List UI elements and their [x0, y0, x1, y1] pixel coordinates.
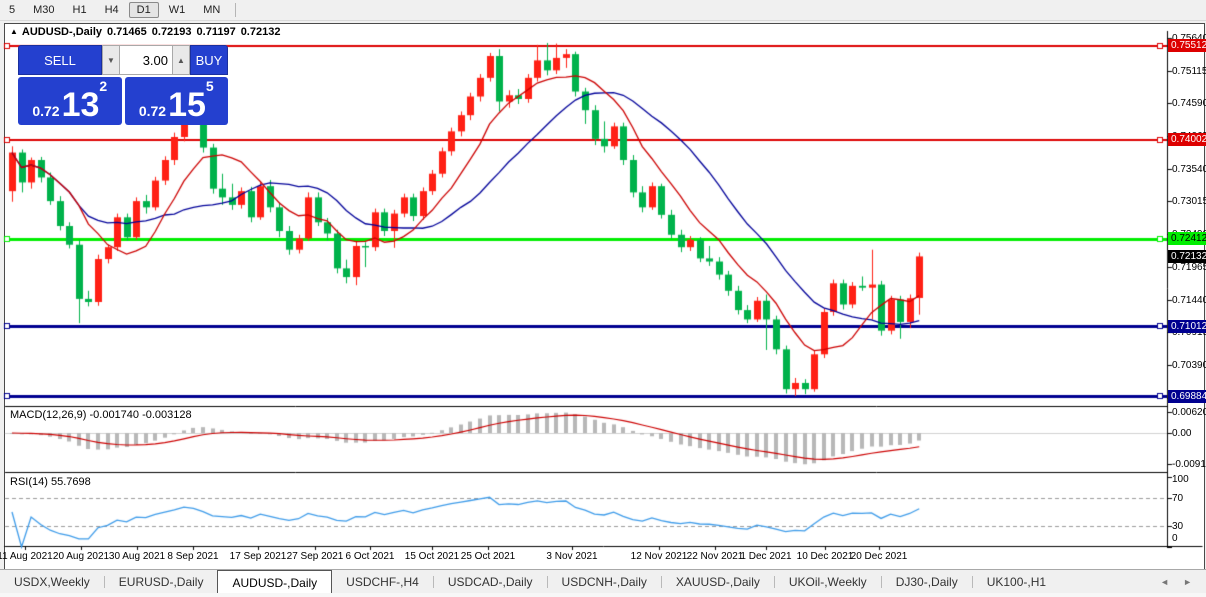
price-tick-label: 0.74590 — [1172, 98, 1206, 110]
ohlc-low: 0.71197 — [196, 26, 236, 38]
tab-audusd-daily[interactable]: AUDUSD-,Daily — [217, 570, 333, 594]
price-tick-label: 0.71965 — [1172, 261, 1206, 273]
buy-button[interactable]: BUY — [190, 45, 228, 75]
price-tick-label: 0.70390 — [1172, 359, 1206, 371]
tab-separator — [660, 576, 662, 588]
symbol-label: AUDUSD-,Daily — [21, 26, 102, 38]
buy-price-point: 5 — [205, 78, 214, 94]
date-tick-label: 10 Dec 2021 — [796, 551, 854, 562]
ohlc-high: 0.72193 — [151, 26, 192, 38]
collapse-icon[interactable]: ▲ — [10, 27, 18, 36]
rsi-label: RSI(14) 55.7698 — [10, 476, 91, 488]
price-tick-label: 0.70915 — [1172, 327, 1206, 339]
tab-scroll-arrows: ◄ ► — [1160, 570, 1206, 594]
tab-usdcad-daily[interactable]: USDCAD-,Daily — [447, 575, 533, 589]
date-tick-label: 20 Aug 2021 — [52, 551, 110, 562]
price-tick-label: 0.73540 — [1172, 163, 1206, 175]
tab-xauusd-daily[interactable]: XAUUSD-,Daily — [675, 575, 760, 589]
tab-eurusd-daily[interactable]: EURUSD-,Daily — [118, 575, 204, 589]
ohlc-close: 0.72132 — [240, 26, 281, 38]
chart-title: ▲ AUDUSD-,Daily 0.71465 0.72193 0.71197 0.721… — [10, 26, 280, 38]
rsi-axis-label: 100 — [1172, 474, 1189, 485]
date-tick-label: 17 Sep 2021 — [229, 551, 287, 562]
ohlc-open: 0.71465 — [107, 26, 147, 38]
sell-button[interactable]: SELL — [18, 45, 102, 75]
buy-price-prefix: 0.72 — [138, 103, 167, 119]
tab-uk100-h1[interactable]: UK100-,H1 — [986, 575, 1047, 589]
price-tick-label: 0.73015 — [1172, 196, 1206, 208]
macd-values: -0.001740 -0.003128 — [89, 409, 192, 421]
tab-separator — [546, 576, 548, 588]
date-tick-label: 20 Dec 2021 — [850, 551, 908, 562]
macd-axis-label: 0.00 — [1172, 428, 1192, 439]
date-tick-label: 12 Nov 2021 — [630, 551, 688, 562]
tab-separator — [773, 576, 775, 588]
tab-separator — [103, 576, 105, 588]
tab-usdchf-h4[interactable]: USDCHF-,H4 — [346, 575, 419, 589]
date-tick-label: 6 Oct 2021 — [345, 551, 395, 562]
buy-price-pips: 15 — [168, 86, 206, 124]
tab-scroll-right-icon[interactable]: ► — [1183, 577, 1192, 587]
tab-dj30-daily[interactable]: DJ30-,Daily — [895, 575, 958, 589]
tab-separator — [971, 576, 973, 588]
macd-label: MACD(12,26,9) -0.001740 -0.003128 — [10, 409, 192, 421]
buy-quote[interactable]: 0.72 15 5 — [124, 77, 228, 125]
sell-price-pips: 13 — [61, 86, 100, 124]
volume-increase-button[interactable]: ▲ — [172, 45, 190, 75]
date-tick-label: 11 Aug 2021 — [0, 551, 53, 562]
date-tick-label: 22 Nov 2021 — [686, 551, 744, 562]
price-badge-0.69884: 0.69884 — [1168, 389, 1206, 403]
price-badge-0.75512: 0.75512 — [1168, 39, 1206, 53]
tab-separator — [432, 576, 434, 588]
price-tick-label: 0.75115 — [1172, 65, 1206, 77]
macd-axis-label: -0.009197 — [1172, 459, 1206, 471]
price-badge-0.72132: 0.72132 — [1168, 249, 1206, 263]
rsi-axis-label: 0 — [1172, 533, 1178, 544]
status-strip — [0, 593, 1206, 597]
date-tick-label: 27 Sep 2021 — [286, 551, 344, 562]
date-tick-label: 15 Oct 2021 — [404, 551, 460, 562]
volume-input[interactable] — [120, 45, 172, 75]
price-tick-label: 0.75640 — [1172, 33, 1206, 44]
price-tick-label: 0.71440 — [1172, 294, 1206, 306]
rsi-axis-label: 70 — [1172, 493, 1184, 504]
sell-price-prefix: 0.72 — [32, 103, 60, 119]
price-badge-0.71012: 0.71012 — [1168, 319, 1206, 333]
volume-decrease-button[interactable]: ▼ — [102, 45, 120, 75]
tab-separator — [880, 576, 882, 588]
price-badge-0.74002: 0.74002 — [1168, 133, 1206, 147]
tab-usdx-weekly[interactable]: USDX,Weekly — [14, 575, 90, 589]
price-badge-0.72412: 0.72412 — [1168, 232, 1206, 246]
tab-scroll-left-icon[interactable]: ◄ — [1160, 577, 1170, 587]
symbol-tab-bar: USDX,Weekly EURUSD-,Daily AUDUSD-,Daily USD… — [0, 569, 1206, 594]
tab-usdcnh-daily[interactable]: USDCNH-,Daily — [561, 575, 647, 589]
date-tick-label: 1 Dec 2021 — [740, 551, 792, 562]
rsi-axis-label: 30 — [1172, 521, 1184, 532]
macd-axis-label: 0.006201 — [1172, 407, 1206, 419]
date-tick-label: 8 Sep 2021 — [167, 551, 219, 562]
date-tick-label: 3 Nov 2021 — [546, 551, 598, 562]
date-tick-label: 30 Aug 2021 — [108, 551, 166, 562]
date-tick-label: 25 Oct 2021 — [460, 551, 516, 562]
tab-ukoil-weekly[interactable]: UKOil-,Weekly — [788, 575, 867, 589]
sell-price-point: 2 — [99, 78, 108, 94]
sell-quote[interactable]: 0.72 13 2 — [18, 77, 122, 125]
rsi-value: 55.7698 — [50, 476, 91, 488]
one-click-trading-panel: SELL ▼ ▲ BUY 0.72 13 2 0.72 15 5 — [18, 45, 228, 125]
